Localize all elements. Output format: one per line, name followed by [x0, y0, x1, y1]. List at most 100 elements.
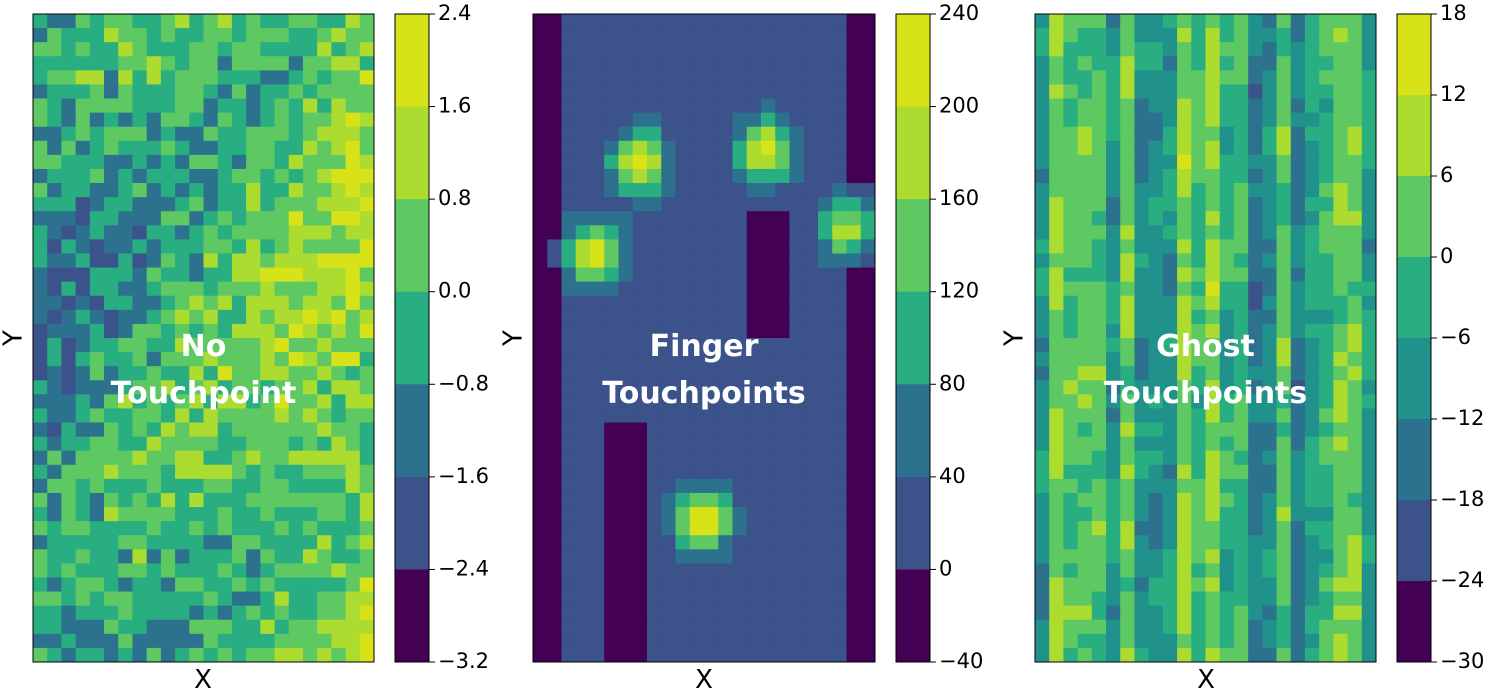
heatmap-cell [1290, 267, 1306, 283]
heatmap-cell [1035, 42, 1050, 57]
heatmap-cell [675, 70, 691, 86]
heatmap-cell [1361, 338, 1376, 353]
heatmap-cell [604, 366, 620, 381]
heatmap-cell [132, 84, 148, 100]
heatmap-cell [75, 591, 91, 607]
heatmap-cell [732, 168, 748, 184]
heatmap-cell [1120, 84, 1136, 100]
heatmap-cell [160, 84, 176, 100]
heatmap-cell [1077, 464, 1093, 480]
heatmap-cell [1148, 126, 1164, 142]
heatmap-cell [359, 619, 374, 635]
heatmap-cell [47, 70, 63, 86]
heatmap-cell [1120, 154, 1136, 170]
heatmap-cell [104, 394, 119, 410]
heatmap-cell [803, 408, 819, 424]
heatmap-cell [818, 239, 833, 255]
heatmap-cell [1049, 140, 1065, 156]
heatmap-cell [189, 450, 205, 466]
heatmap-cell [1120, 605, 1136, 621]
colorbar-tick-label: −30 [1440, 649, 1484, 673]
heatmap-cell [732, 478, 748, 494]
heatmap-cell [203, 577, 219, 593]
heatmap-cell [704, 605, 719, 621]
heatmap-cell [231, 352, 247, 367]
heatmap-cell [1333, 267, 1349, 283]
heatmap-cell [1177, 492, 1192, 508]
heatmap-cell [203, 295, 219, 311]
heatmap-cell [189, 492, 205, 508]
heatmap-cell [189, 633, 205, 649]
heatmap-cell [217, 380, 233, 395]
heatmap-cell [1361, 225, 1376, 240]
heatmap-cell [331, 154, 347, 170]
heatmap-cell [302, 323, 318, 339]
heatmap-cell [1035, 84, 1050, 100]
heatmap-cell [1219, 267, 1235, 283]
heatmap-cell [632, 225, 648, 240]
heatmap-cell [302, 394, 318, 410]
heatmap-cell [704, 140, 719, 156]
heatmap-cell [1106, 183, 1121, 198]
heatmap-cell [1333, 408, 1349, 424]
heatmap-cell [661, 647, 677, 662]
heatmap-cell [1162, 436, 1178, 452]
heatmap-cell [118, 380, 134, 395]
heatmap-cell [789, 507, 805, 522]
heatmap-cell [547, 197, 563, 212]
heatmap-cell [345, 352, 361, 367]
heatmap-cell [274, 295, 290, 311]
heatmap-cell [604, 605, 620, 621]
heatmap-cell [246, 464, 261, 480]
heatmap-cell [1063, 98, 1079, 114]
heatmap-cell [704, 563, 719, 579]
heatmap-cell [359, 535, 374, 550]
heatmap-cell [345, 309, 361, 325]
heatmap-cell [1319, 591, 1334, 607]
heatmap-cell [1162, 56, 1178, 71]
heatmap-cell [647, 338, 662, 353]
colorbar-segment [896, 199, 930, 293]
heatmap-cell [1191, 309, 1207, 325]
heatmap-cell [846, 450, 862, 466]
heatmap-cell [818, 394, 833, 410]
heatmap-cell [761, 436, 776, 452]
heatmap-cell [104, 112, 119, 128]
heatmap-cell [146, 492, 162, 508]
heatmap-cell [1148, 478, 1164, 494]
heatmap-cell [288, 408, 304, 424]
heatmap-cell [1120, 478, 1136, 494]
heatmap-cell [1091, 619, 1107, 635]
heatmap-cell [189, 84, 205, 100]
heatmap-cell [1148, 323, 1164, 339]
heatmap-cell [1304, 42, 1320, 57]
heatmap-cell [647, 492, 662, 508]
heatmap-cell [675, 309, 691, 325]
heatmap-cell [775, 225, 791, 240]
heatmap-cell [1049, 42, 1065, 57]
heatmap-cell [1205, 211, 1221, 226]
heatmap-cell [846, 154, 862, 170]
heatmap-cell [118, 211, 134, 226]
heatmap-cell [1219, 98, 1235, 114]
heatmap-cell [1248, 450, 1263, 466]
heatmap-cell [1191, 577, 1207, 593]
heatmap-cell [132, 521, 148, 536]
heatmap-cell [317, 549, 332, 564]
heatmap-cell [761, 183, 776, 198]
heatmap-cell [1106, 211, 1121, 226]
heatmap-cell [1120, 577, 1136, 593]
heatmap-cell [1049, 549, 1065, 564]
heatmap-cell [231, 338, 247, 353]
heatmap-cell [761, 450, 776, 466]
heatmap-cell [661, 84, 677, 100]
heatmap-cell [288, 84, 304, 100]
heatmap-cell [533, 422, 548, 438]
heatmap-cell [1077, 84, 1093, 100]
heatmap-cell [1333, 70, 1349, 86]
heatmap-cell [1049, 619, 1065, 635]
heatmap-cell [1177, 295, 1192, 311]
heatmap-cell [1049, 126, 1065, 142]
heatmap-cell [1191, 183, 1207, 198]
heatmap-cell [832, 323, 848, 339]
